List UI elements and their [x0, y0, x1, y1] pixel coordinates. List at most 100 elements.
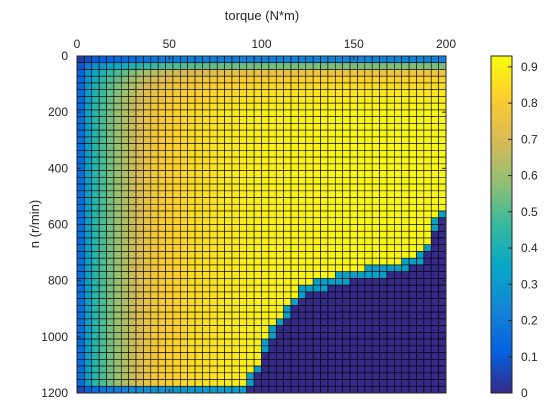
heatmap-cell — [120, 203, 129, 212]
heatmap-cell — [150, 109, 159, 117]
heatmap-cell — [430, 156, 439, 165]
heatmap-cell — [128, 352, 137, 360]
heatmap-cell — [386, 109, 395, 117]
heatmap-cell — [253, 365, 262, 374]
heatmap-cell — [298, 318, 307, 326]
heatmap-cell — [334, 311, 343, 320]
heatmap-cell — [320, 244, 329, 252]
heatmap-cell — [202, 150, 211, 158]
heatmap-cell — [224, 325, 233, 333]
heatmap-cell — [106, 123, 115, 131]
heatmap-cell — [364, 102, 373, 111]
heatmap-cell — [408, 298, 417, 306]
heatmap-cell — [320, 82, 329, 90]
heatmap-cell — [275, 358, 284, 367]
heatmap-cell — [275, 345, 284, 353]
heatmap-cell — [386, 298, 395, 306]
heatmap-cell — [379, 385, 388, 394]
heatmap-cell — [386, 278, 395, 286]
heatmap-cell — [253, 129, 262, 138]
heatmap-cell — [416, 224, 425, 232]
heatmap-cell — [357, 129, 366, 138]
heatmap-cell — [261, 163, 270, 171]
heatmap-cell — [334, 271, 343, 279]
heatmap-cell — [416, 264, 425, 272]
heatmap-cell — [253, 352, 262, 360]
heatmap-cell — [194, 224, 203, 232]
heatmap-cell — [438, 217, 447, 225]
heatmap-cell — [120, 190, 129, 198]
heatmap-cell — [320, 237, 329, 246]
heatmap-cell — [423, 379, 432, 387]
heatmap-cell — [423, 190, 432, 198]
heatmap-cell — [386, 224, 395, 232]
heatmap-cell — [290, 372, 299, 380]
heatmap-cell — [253, 170, 262, 178]
heatmap-cell — [216, 237, 225, 246]
heatmap-cell — [320, 129, 329, 138]
heatmap-cell — [76, 210, 85, 219]
heatmap-cell — [349, 230, 358, 239]
heatmap-cell — [320, 271, 329, 279]
heatmap-cell — [91, 251, 100, 259]
heatmap-cell — [268, 244, 277, 252]
heatmap-cell — [357, 197, 366, 205]
heatmap-cell — [423, 372, 432, 380]
heatmap-cell — [187, 271, 196, 279]
heatmap-cell — [334, 163, 343, 171]
heatmap-cell — [327, 102, 336, 111]
heatmap-cell — [76, 116, 85, 124]
heatmap-cell — [180, 257, 189, 266]
heatmap-cell — [231, 379, 240, 387]
heatmap-cell — [143, 237, 152, 246]
heatmap-cell — [416, 311, 425, 320]
heatmap-cell — [224, 183, 233, 192]
heatmap-cell — [305, 291, 314, 299]
heatmap-cell — [298, 251, 307, 259]
heatmap-cell — [150, 305, 159, 313]
heatmap-cell — [157, 332, 166, 340]
heatmap-cell — [253, 291, 262, 299]
heatmap-cell — [357, 89, 366, 97]
heatmap-cell — [290, 143, 299, 151]
heatmap-cell — [135, 358, 144, 367]
heatmap-cell — [394, 305, 403, 313]
heatmap-cell — [76, 197, 85, 205]
heatmap-cell — [290, 75, 299, 84]
heatmap-cell — [231, 345, 240, 353]
heatmap-cell — [342, 224, 351, 232]
heatmap-cell — [172, 129, 181, 138]
colorbar-tick-label: 0.2 — [521, 314, 538, 328]
heatmap-cell — [216, 352, 225, 360]
heatmap-cell — [239, 325, 248, 333]
heatmap-cell — [342, 230, 351, 239]
heatmap-cell — [283, 271, 292, 279]
heatmap-cell — [290, 385, 299, 394]
heatmap-cell — [401, 116, 410, 124]
heatmap-cell — [84, 123, 93, 131]
heatmap-cell — [165, 237, 174, 246]
heatmap-cell — [128, 156, 137, 165]
heatmap-cell — [342, 62, 351, 70]
heatmap-cell — [150, 278, 159, 286]
heatmap-cell — [180, 298, 189, 306]
heatmap-cell — [231, 318, 240, 326]
heatmap-cell — [253, 325, 262, 333]
heatmap-cell — [224, 203, 233, 212]
heatmap-cell — [312, 82, 321, 90]
heatmap-cell — [283, 365, 292, 374]
heatmap-cell — [438, 129, 447, 138]
heatmap-cell — [106, 190, 115, 198]
heatmap-cell — [106, 89, 115, 97]
heatmap-cell — [386, 257, 395, 266]
heatmap-cell — [416, 291, 425, 299]
heatmap-cell — [416, 210, 425, 219]
heatmap-cell — [172, 89, 181, 97]
heatmap-cell — [165, 224, 174, 232]
heatmap-cell — [143, 318, 152, 326]
heatmap-cell — [194, 177, 203, 185]
heatmap-cell — [128, 96, 137, 104]
heatmap-cell — [106, 75, 115, 84]
heatmap-cell — [187, 203, 196, 212]
heatmap-cell — [305, 230, 314, 239]
